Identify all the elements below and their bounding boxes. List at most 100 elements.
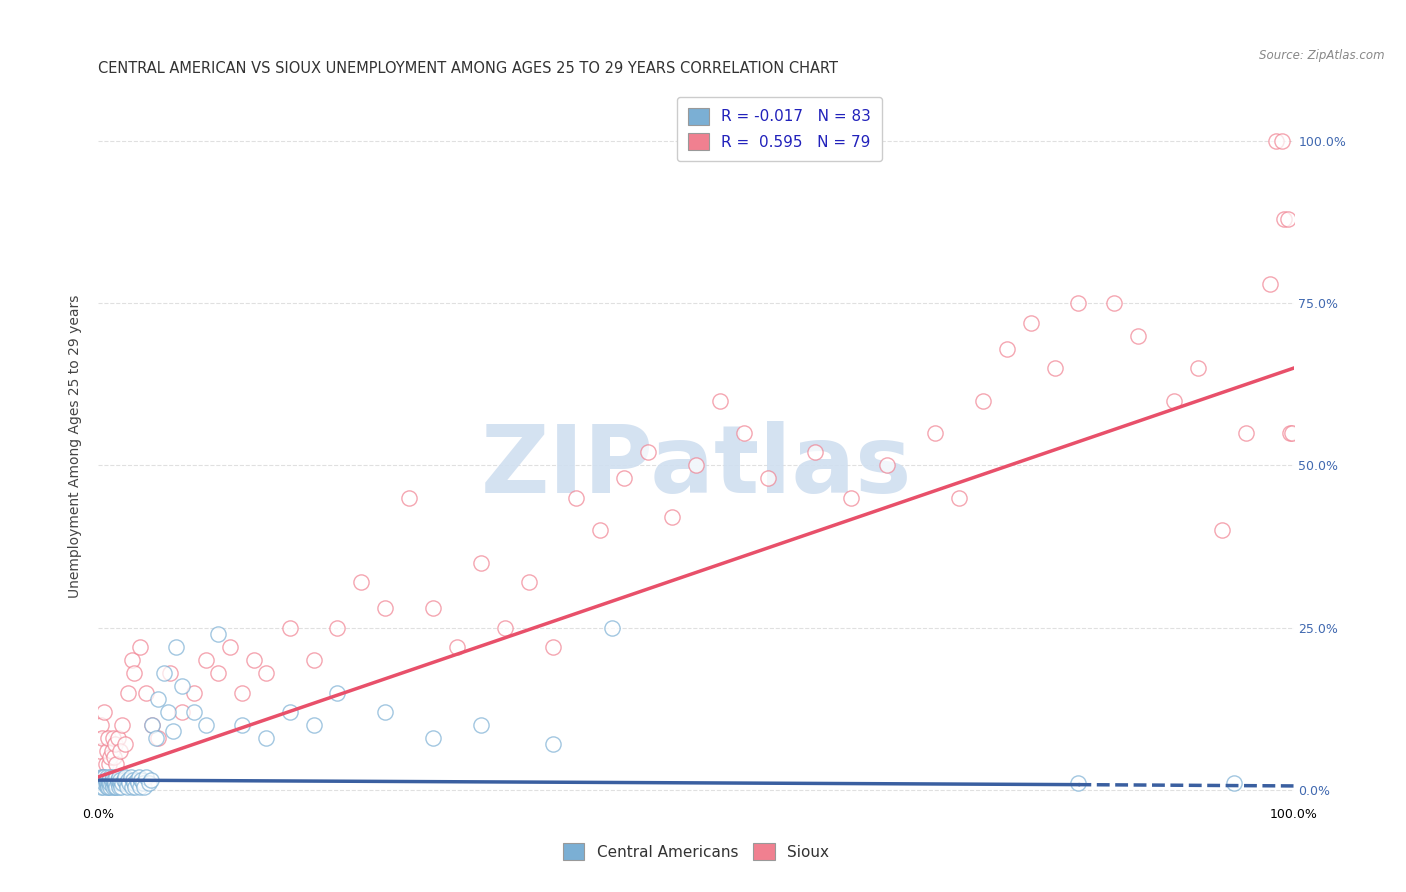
Point — [128, 770, 150, 784]
Point — [804, 445, 827, 459]
Point — [148, 731, 170, 745]
Point — [589, 524, 612, 538]
Point — [91, 780, 114, 794]
Point — [1258, 277, 1281, 291]
Point — [103, 773, 125, 788]
Point — [118, 776, 141, 790]
Point — [129, 640, 152, 654]
Point — [107, 731, 129, 745]
Point — [122, 773, 145, 788]
Point — [91, 770, 114, 784]
Point — [101, 731, 124, 745]
Point — [107, 776, 129, 790]
Point — [98, 750, 122, 764]
Point — [107, 780, 129, 794]
Point — [121, 780, 143, 794]
Point — [135, 770, 157, 784]
Point — [995, 342, 1018, 356]
Point — [254, 666, 277, 681]
Point — [876, 458, 898, 473]
Point — [104, 738, 127, 752]
Point — [98, 776, 122, 790]
Point — [108, 776, 131, 790]
Point — [98, 780, 122, 794]
Point — [105, 756, 128, 771]
Point — [422, 601, 444, 615]
Point — [602, 621, 624, 635]
Point — [302, 653, 325, 667]
Point — [841, 491, 863, 505]
Point — [470, 556, 492, 570]
Point — [398, 491, 420, 505]
Point — [756, 471, 779, 485]
Point — [446, 640, 468, 654]
Point — [114, 738, 136, 752]
Point — [148, 692, 170, 706]
Point — [326, 621, 349, 635]
Point — [972, 393, 994, 408]
Point — [131, 776, 153, 790]
Point — [733, 425, 755, 440]
Point — [1281, 425, 1303, 440]
Point — [278, 621, 301, 635]
Point — [141, 718, 163, 732]
Point — [129, 780, 152, 794]
Text: ZIPatlas: ZIPatlas — [481, 421, 911, 514]
Point — [374, 601, 396, 615]
Text: CENTRAL AMERICAN VS SIOUX UNEMPLOYMENT AMONG AGES 25 TO 29 YEARS CORRELATION CHA: CENTRAL AMERICAN VS SIOUX UNEMPLOYMENT A… — [98, 61, 838, 76]
Point — [115, 780, 138, 794]
Point — [207, 666, 229, 681]
Point — [153, 666, 176, 681]
Point — [90, 770, 112, 784]
Point — [1264, 134, 1286, 148]
Point — [1211, 524, 1233, 538]
Point — [1187, 361, 1209, 376]
Point — [613, 471, 636, 485]
Point — [111, 718, 134, 732]
Point — [1271, 134, 1294, 148]
Point — [98, 773, 121, 788]
Point — [108, 773, 131, 788]
Point — [93, 705, 115, 719]
Legend: Central Americans, Sioux: Central Americans, Sioux — [557, 837, 835, 866]
Point — [1019, 316, 1042, 330]
Point — [96, 770, 118, 784]
Point — [111, 776, 134, 790]
Point — [98, 756, 121, 771]
Point — [100, 773, 122, 788]
Point — [637, 445, 659, 459]
Point — [124, 780, 146, 794]
Point — [89, 776, 111, 790]
Point — [117, 685, 139, 699]
Point — [948, 491, 970, 505]
Point — [1128, 328, 1150, 343]
Point — [93, 770, 115, 784]
Point — [114, 770, 136, 784]
Point — [100, 776, 122, 790]
Point — [219, 640, 242, 654]
Point — [103, 776, 125, 790]
Point — [131, 773, 153, 788]
Point — [195, 653, 218, 667]
Point — [145, 731, 167, 745]
Point — [661, 510, 683, 524]
Point — [101, 780, 124, 794]
Point — [91, 776, 114, 790]
Point — [709, 393, 731, 408]
Point — [1272, 211, 1295, 226]
Point — [110, 780, 132, 794]
Point — [97, 731, 120, 745]
Point — [89, 744, 111, 758]
Point — [470, 718, 492, 732]
Point — [1104, 296, 1126, 310]
Point — [121, 653, 143, 667]
Point — [112, 773, 135, 788]
Point — [107, 770, 129, 784]
Point — [132, 780, 155, 794]
Y-axis label: Unemployment Among Ages 25 to 29 years: Unemployment Among Ages 25 to 29 years — [69, 294, 83, 598]
Point — [302, 718, 325, 732]
Point — [231, 685, 253, 699]
Point — [1234, 425, 1257, 440]
Point — [374, 705, 396, 719]
Point — [94, 773, 117, 788]
